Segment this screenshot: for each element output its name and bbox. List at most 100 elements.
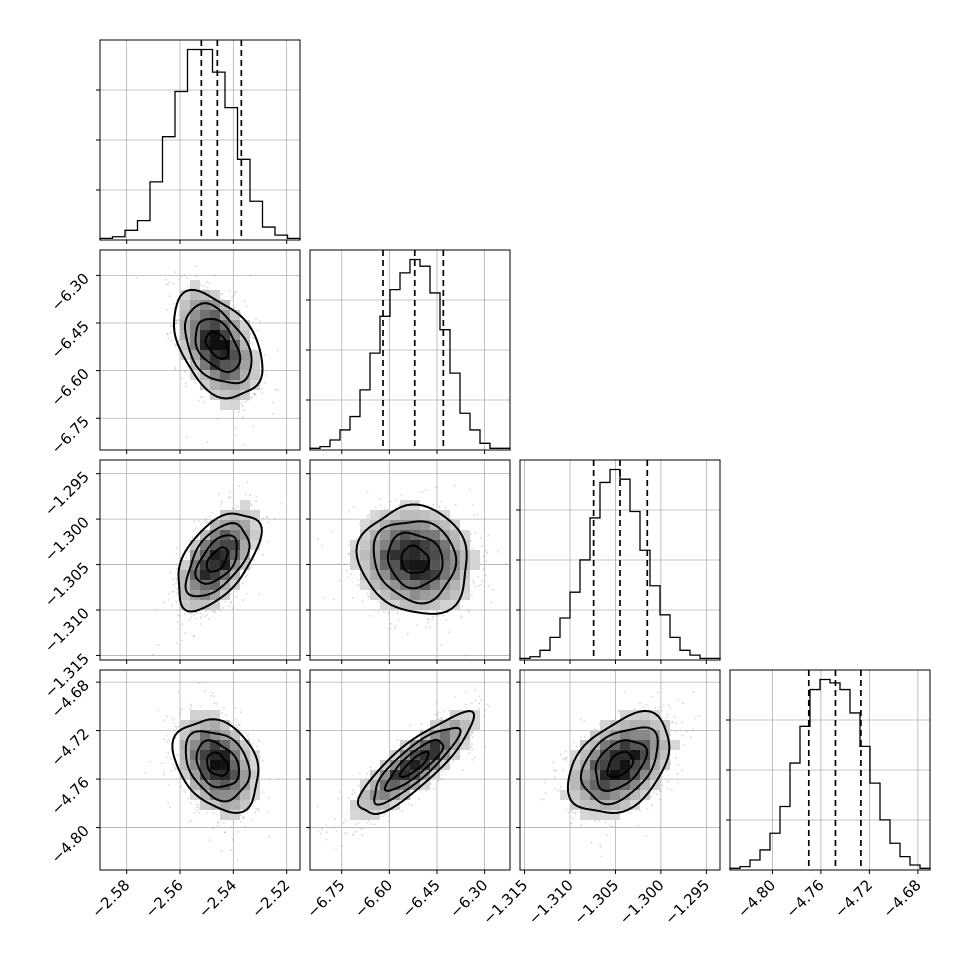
density-cell bbox=[210, 590, 220, 600]
scatter-point bbox=[181, 377, 183, 379]
scatter-point bbox=[176, 587, 179, 590]
scatter-point bbox=[157, 644, 160, 646]
scatter-point bbox=[243, 409, 245, 412]
scatter-point bbox=[251, 818, 253, 821]
scatter-point bbox=[186, 277, 189, 279]
scatter-point bbox=[338, 580, 341, 582]
density-cell bbox=[200, 770, 210, 780]
scatter-point bbox=[169, 331, 172, 334]
scatter-point bbox=[217, 821, 220, 824]
scatter-point bbox=[436, 614, 439, 617]
scatter-point bbox=[212, 812, 215, 815]
scatter-point bbox=[262, 553, 264, 556]
scatter-point bbox=[365, 772, 368, 775]
scatter-point bbox=[343, 832, 346, 835]
density-cell bbox=[210, 550, 220, 560]
scatter-point bbox=[337, 797, 340, 800]
density-cell bbox=[250, 530, 260, 540]
scatter-point bbox=[352, 789, 355, 792]
scatter-point bbox=[265, 516, 268, 519]
scatter-point bbox=[470, 734, 472, 737]
density-cell bbox=[220, 720, 230, 730]
scatter-point bbox=[156, 608, 159, 611]
density-cell bbox=[220, 740, 230, 750]
scatter-point bbox=[220, 500, 223, 502]
density-cell bbox=[220, 400, 230, 410]
scatter-point bbox=[347, 576, 349, 579]
density-cell bbox=[390, 560, 400, 570]
density-cell bbox=[200, 540, 210, 550]
scatter-point bbox=[225, 714, 228, 717]
density-cell bbox=[190, 290, 200, 300]
scatter-point bbox=[505, 562, 508, 565]
density-cell bbox=[210, 750, 220, 760]
scatter-point bbox=[477, 585, 480, 587]
scatter-point bbox=[406, 633, 409, 635]
density-cell bbox=[200, 570, 210, 580]
scatter-point bbox=[203, 690, 206, 692]
scatter-point bbox=[247, 738, 250, 741]
density-cell bbox=[370, 590, 380, 600]
histogram-panel-2 bbox=[516, 459, 721, 661]
scatter-point bbox=[175, 642, 178, 645]
scatter-point bbox=[239, 723, 241, 726]
scatter-point bbox=[260, 388, 263, 391]
scatter-point bbox=[427, 618, 430, 621]
axis-frame bbox=[729, 669, 931, 871]
scatter-point bbox=[257, 809, 260, 812]
scatter-point bbox=[357, 821, 360, 824]
density-cell bbox=[210, 760, 220, 770]
scatter-point bbox=[167, 784, 170, 786]
scatter-point bbox=[425, 626, 428, 629]
scatter-point bbox=[461, 605, 464, 607]
scatter-point bbox=[197, 399, 200, 402]
scatter-point bbox=[325, 838, 327, 841]
scatter-point bbox=[195, 617, 197, 620]
density-cell bbox=[210, 380, 220, 390]
density-cell bbox=[200, 760, 210, 770]
scatter-point bbox=[235, 595, 238, 598]
scatter-point bbox=[325, 831, 328, 834]
density-cell bbox=[430, 570, 440, 580]
scatter-point bbox=[391, 809, 394, 812]
scatter-point bbox=[223, 831, 226, 834]
scatter-point bbox=[437, 711, 440, 713]
scatter-point bbox=[317, 537, 319, 540]
density-cell bbox=[200, 330, 210, 340]
density-cell bbox=[200, 740, 210, 750]
scatter-point bbox=[193, 811, 196, 814]
density-cell bbox=[200, 300, 210, 310]
contour-line bbox=[204, 331, 229, 360]
scatter-point bbox=[351, 833, 354, 836]
scatter-point bbox=[233, 508, 236, 510]
density-cell bbox=[230, 330, 240, 340]
density-cell bbox=[230, 370, 240, 380]
scatter-point bbox=[209, 839, 212, 841]
scatter-point bbox=[245, 592, 248, 595]
scatter-point bbox=[187, 797, 190, 800]
scatter-point bbox=[249, 494, 252, 497]
scatter-point bbox=[222, 606, 224, 609]
density-cell bbox=[390, 580, 400, 590]
density-cell bbox=[190, 310, 200, 320]
contour-line bbox=[355, 503, 468, 615]
scatter-point bbox=[470, 746, 473, 749]
density-cell bbox=[210, 710, 220, 720]
density-cell bbox=[210, 370, 220, 380]
density-cell bbox=[190, 780, 200, 790]
scatter-point bbox=[175, 582, 177, 584]
scatter-point bbox=[360, 828, 362, 830]
scatter-point bbox=[470, 539, 472, 542]
density-cell bbox=[230, 530, 240, 540]
density-cell bbox=[230, 770, 240, 780]
scatter-point bbox=[479, 583, 482, 586]
density-cell bbox=[230, 800, 240, 810]
contour-line bbox=[195, 739, 240, 789]
scatter-point bbox=[255, 807, 258, 810]
scatter-point bbox=[352, 506, 355, 509]
scatter-point bbox=[237, 724, 240, 726]
scatter-point bbox=[189, 708, 192, 711]
scatter-point bbox=[397, 619, 400, 621]
contour-line bbox=[400, 544, 431, 574]
scatter-point bbox=[240, 711, 242, 714]
